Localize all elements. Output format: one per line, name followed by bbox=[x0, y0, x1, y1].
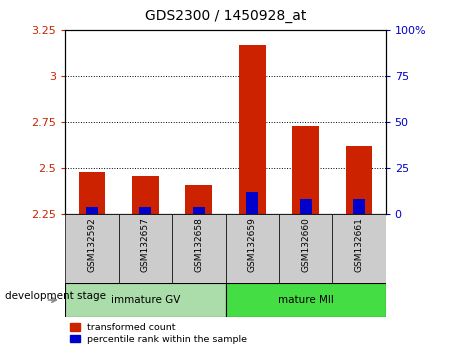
Bar bbox=[279, 214, 332, 283]
Text: GDS2300 / 1450928_at: GDS2300 / 1450928_at bbox=[145, 9, 306, 23]
Bar bbox=[86, 207, 98, 214]
Bar bbox=[132, 176, 159, 214]
Text: GSM132658: GSM132658 bbox=[194, 218, 203, 273]
Bar bbox=[185, 185, 212, 214]
Bar bbox=[332, 214, 386, 283]
Bar bbox=[79, 172, 106, 214]
Bar bbox=[239, 45, 266, 214]
Bar bbox=[246, 192, 258, 214]
Text: GSM132657: GSM132657 bbox=[141, 218, 150, 273]
Bar bbox=[193, 207, 205, 214]
Text: mature MII: mature MII bbox=[278, 295, 333, 305]
Bar bbox=[353, 199, 365, 214]
Bar bbox=[65, 283, 226, 317]
Text: development stage: development stage bbox=[5, 291, 106, 302]
Bar bbox=[119, 214, 172, 283]
Bar bbox=[139, 207, 152, 214]
Bar bbox=[292, 126, 319, 214]
Bar bbox=[226, 283, 386, 317]
Text: GSM132592: GSM132592 bbox=[87, 218, 97, 272]
Legend: transformed count, percentile rank within the sample: transformed count, percentile rank withi… bbox=[70, 323, 247, 344]
Bar bbox=[345, 146, 372, 214]
Bar bbox=[299, 199, 312, 214]
Bar bbox=[65, 214, 119, 283]
Bar bbox=[226, 214, 279, 283]
Text: GSM132659: GSM132659 bbox=[248, 218, 257, 273]
Text: immature GV: immature GV bbox=[111, 295, 180, 305]
Text: GSM132660: GSM132660 bbox=[301, 218, 310, 273]
Text: GSM132661: GSM132661 bbox=[354, 218, 364, 273]
Bar bbox=[172, 214, 226, 283]
